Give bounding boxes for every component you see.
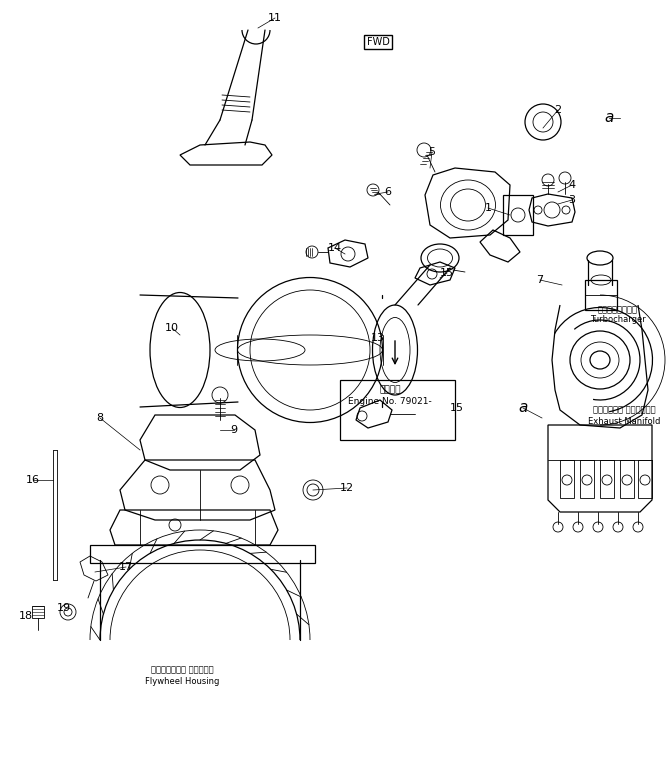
Text: 4: 4 — [568, 180, 576, 190]
Text: 9: 9 — [230, 425, 238, 435]
Text: 6: 6 — [384, 187, 391, 197]
Text: 14: 14 — [328, 243, 342, 253]
Text: 3: 3 — [568, 195, 576, 205]
Bar — [90, 545, 315, 563]
Text: 13: 13 — [371, 333, 385, 343]
Text: FWD: FWD — [366, 37, 389, 47]
Text: 19: 19 — [57, 603, 71, 613]
Text: 8: 8 — [97, 413, 103, 423]
Text: 適用号機: 適用号機 — [379, 385, 401, 395]
Bar — [340, 380, 455, 440]
Bar — [503, 195, 533, 235]
Text: Engine No. 79021-: Engine No. 79021- — [348, 398, 432, 406]
Bar — [600, 460, 614, 498]
Text: 1: 1 — [484, 203, 491, 213]
Text: 10: 10 — [165, 323, 179, 333]
Text: 7: 7 — [536, 275, 544, 285]
Text: 15: 15 — [450, 403, 464, 413]
Text: 5: 5 — [429, 147, 435, 157]
Text: 11: 11 — [268, 13, 282, 23]
Text: 17: 17 — [119, 562, 133, 572]
Bar — [585, 280, 617, 310]
Text: 2: 2 — [554, 105, 562, 115]
Bar — [620, 460, 634, 498]
Bar — [638, 460, 652, 498]
Ellipse shape — [590, 351, 610, 369]
Text: Flywheel Housing: Flywheel Housing — [145, 677, 219, 685]
Text: ターボチャージャ: ターボチャージャ — [598, 305, 638, 315]
Text: エキゾースト マニホールド: エキゾースト マニホールド — [592, 406, 656, 414]
Text: 16: 16 — [26, 475, 40, 485]
Text: 18: 18 — [19, 611, 33, 621]
Text: 12: 12 — [340, 483, 354, 493]
Text: 15: 15 — [440, 268, 454, 278]
Text: Exhaust Manifold: Exhaust Manifold — [588, 417, 660, 425]
Bar — [580, 460, 594, 498]
Text: Turbocharger: Turbocharger — [590, 316, 646, 324]
Text: a: a — [605, 110, 614, 125]
Text: a: a — [518, 400, 527, 416]
Bar — [560, 460, 574, 498]
Text: フライホイール ハウジング: フライホイール ハウジング — [151, 666, 213, 674]
